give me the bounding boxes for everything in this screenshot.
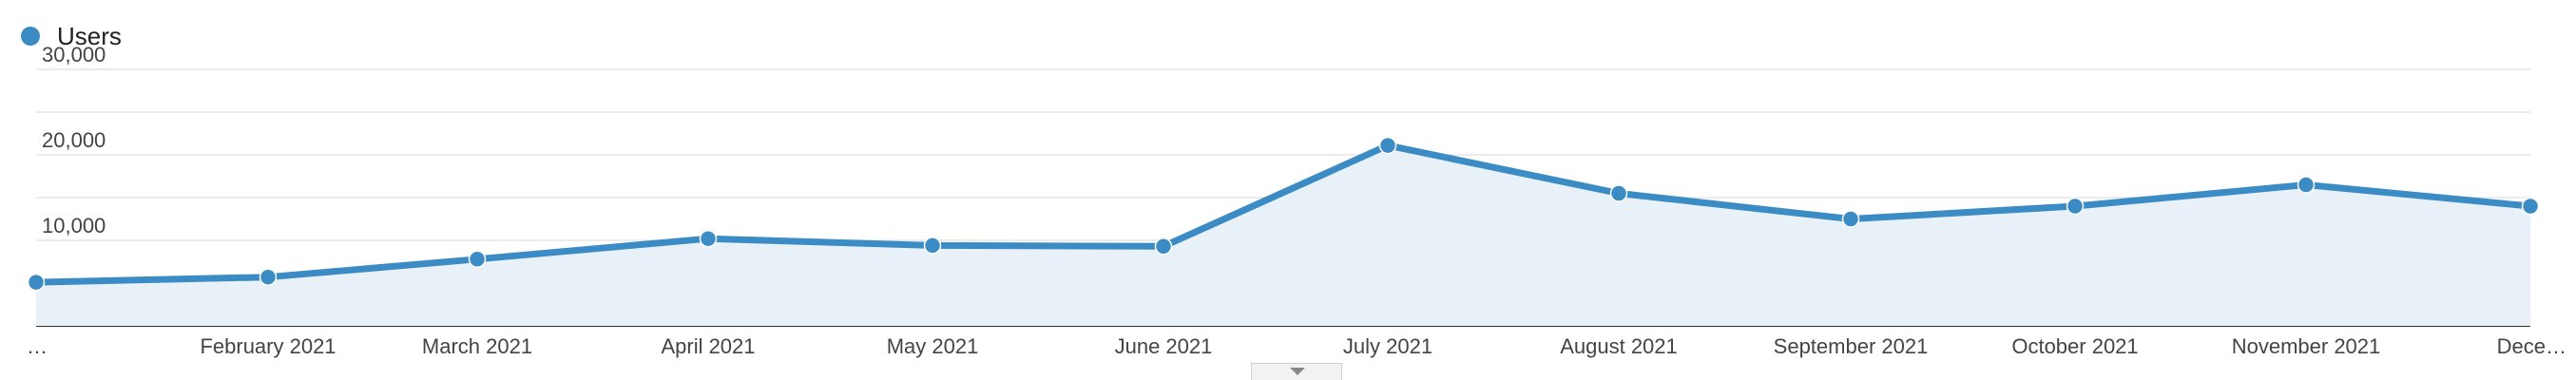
data-point	[1609, 184, 1628, 202]
data-point	[2066, 197, 2085, 216]
series-area-users	[36, 145, 2530, 326]
x-tick-label: March 2021	[422, 334, 532, 358]
y-tick-label: 10,000	[42, 214, 106, 238]
x-tick-label: April 2021	[661, 334, 755, 358]
data-point	[2297, 176, 2316, 194]
data-point	[259, 268, 278, 286]
x-tick-label: July 2021	[1343, 334, 1432, 358]
legend-swatch-users	[21, 27, 40, 46]
x-tick-label: October 2021	[2011, 334, 2138, 358]
y-axis-ticks: 10,000 20,000 30,000	[42, 43, 106, 238]
data-point	[468, 250, 487, 269]
x-tick-label: November 2021	[2232, 334, 2381, 358]
x-tick-label: Dece…	[2497, 334, 2566, 358]
x-tick-label: August 2021	[1560, 334, 1678, 358]
x-tick-label: June 2021	[1115, 334, 1213, 358]
data-point	[2521, 197, 2540, 216]
x-tick-label: September 2021	[1774, 334, 1929, 358]
data-point	[27, 273, 46, 292]
line-layer	[32, 142, 2534, 286]
chevron-down-icon	[1290, 368, 1305, 375]
x-tick-label: February 2021	[200, 334, 336, 358]
area-layer	[36, 145, 2530, 326]
legend-label-users: Users	[57, 21, 122, 50]
series-line-users	[32, 142, 2534, 286]
data-point	[1154, 238, 1173, 256]
point-layer	[27, 136, 2540, 292]
data-point	[1378, 136, 1397, 155]
data-point	[923, 237, 942, 255]
expand-chart-button[interactable]	[1251, 363, 1342, 380]
data-point	[699, 229, 718, 248]
x-tick-label: May 2021	[887, 334, 979, 358]
y-tick-label: 30,000	[42, 43, 106, 66]
x-tick-label: …	[27, 334, 48, 358]
legend: Users	[21, 21, 122, 51]
data-point	[1841, 210, 1860, 228]
x-axis-ticks: … February 2021 March 2021 April 2021 May 20…	[27, 334, 2566, 358]
y-tick-label: 20,000	[42, 128, 106, 152]
